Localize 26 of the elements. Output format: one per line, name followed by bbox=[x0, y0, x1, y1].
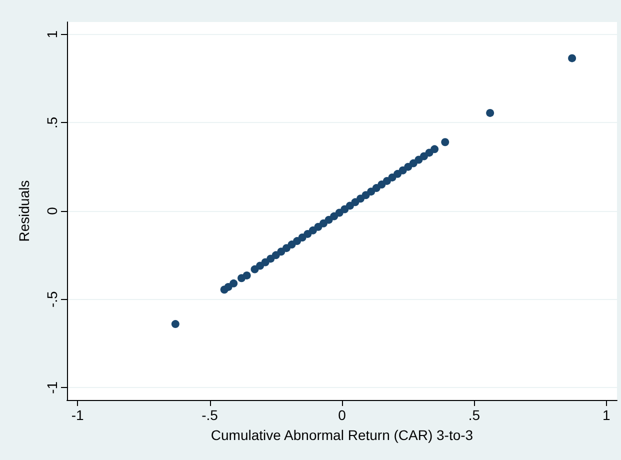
y-tick-label: -.5 bbox=[44, 290, 60, 308]
point bbox=[242, 271, 251, 280]
point bbox=[293, 237, 302, 246]
point bbox=[568, 54, 576, 62]
x-tick-label: -.5 bbox=[202, 407, 218, 423]
point bbox=[171, 320, 180, 328]
y-tick-label: 1 bbox=[44, 30, 60, 38]
point bbox=[282, 244, 290, 252]
point bbox=[486, 108, 494, 117]
y-tick-label: -1 bbox=[44, 381, 60, 394]
point bbox=[382, 176, 391, 185]
x-tick-label: 0 bbox=[338, 407, 346, 423]
x-tick-label: 1 bbox=[602, 407, 611, 423]
point bbox=[404, 162, 412, 171]
point bbox=[430, 145, 439, 154]
point bbox=[367, 188, 376, 196]
point bbox=[441, 138, 450, 146]
point bbox=[394, 170, 402, 178]
point bbox=[230, 279, 238, 288]
x-axis-title: Cumulative Abnormal Return (CAR) 3-to-3 bbox=[210, 427, 474, 443]
y-axis-title: Residuals bbox=[16, 180, 32, 242]
point bbox=[314, 222, 322, 231]
y-tick-label: 0 bbox=[44, 206, 60, 215]
x-tick-label: -1 bbox=[71, 407, 84, 423]
y-tick-label: .5 bbox=[44, 116, 60, 129]
x-tick-label: .5 bbox=[468, 407, 480, 423]
